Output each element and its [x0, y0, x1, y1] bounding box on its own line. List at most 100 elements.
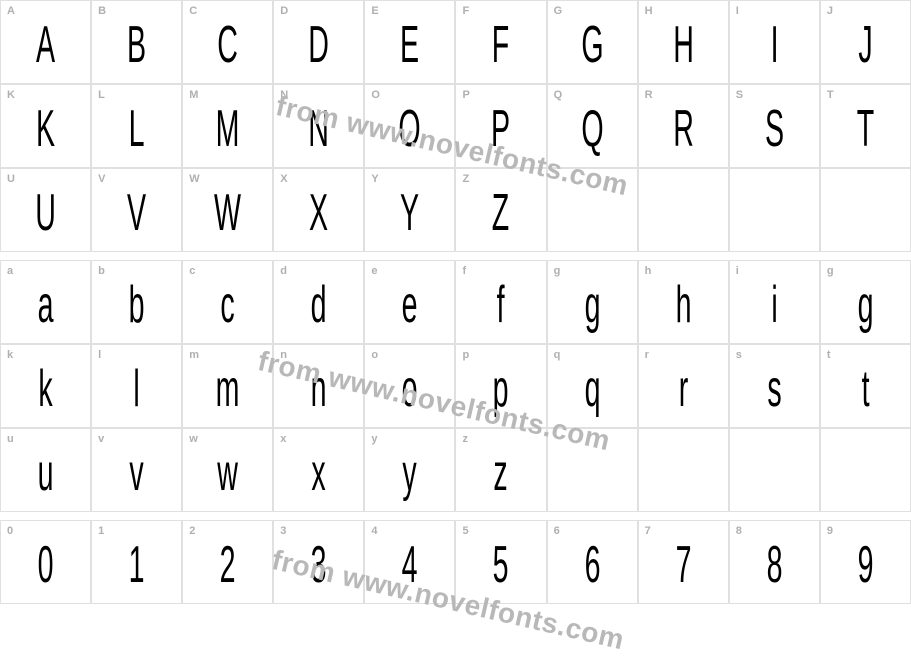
glyph-character: a — [21, 279, 70, 331]
glyph-cell: 55 — [455, 520, 546, 604]
glyph-cell: 44 — [364, 520, 455, 604]
glyph-label: U — [7, 173, 15, 185]
glyph-cell: gg — [820, 260, 911, 344]
glyph-cell: 88 — [729, 520, 820, 604]
glyph-label: n — [280, 349, 287, 361]
glyph-label: 0 — [7, 525, 13, 537]
glyph-label: q — [554, 349, 561, 361]
glyph-label: 6 — [554, 525, 560, 537]
glyph-cell: yy — [364, 428, 455, 512]
glyph-cell — [820, 428, 911, 512]
glyph-character: 8 — [750, 539, 799, 591]
glyph-cell: bb — [91, 260, 182, 344]
glyph-character: v — [112, 447, 161, 499]
glyph-character: L — [112, 103, 161, 155]
glyph-cell — [820, 168, 911, 252]
glyph-label: x — [280, 433, 286, 445]
glyph-cell: oo — [364, 344, 455, 428]
glyph-character: P — [477, 103, 526, 155]
glyph-label: 4 — [371, 525, 377, 537]
glyph-character: H — [659, 19, 708, 71]
glyph-cell: ff — [455, 260, 546, 344]
section-digits: 00112233445566778899 — [0, 520, 911, 604]
glyph-label: T — [827, 89, 834, 101]
glyph-character: c — [203, 279, 252, 331]
glyph-character: h — [659, 279, 708, 331]
glyph-cell: YY — [364, 168, 455, 252]
glyph-character: l — [112, 363, 161, 415]
glyph-cell: 22 — [182, 520, 273, 604]
glyph-label: o — [371, 349, 378, 361]
glyph-label: c — [189, 265, 195, 277]
glyph-character: X — [294, 187, 343, 239]
glyph-label: 9 — [827, 525, 833, 537]
glyph-character: F — [477, 19, 526, 71]
glyph-cell: qq — [547, 344, 638, 428]
glyph-cell: xx — [273, 428, 364, 512]
glyph-label: A — [7, 5, 15, 17]
glyph-cell: hh — [638, 260, 729, 344]
glyph-character: p — [477, 363, 526, 415]
glyph-label: Y — [371, 173, 378, 185]
glyph-label: S — [736, 89, 743, 101]
glyph-label: O — [371, 89, 380, 101]
glyph-character: k — [21, 363, 70, 415]
section-lowercase: aabbccddeeffgghhiiggkkllmmnnooppqqrrsstt… — [0, 260, 911, 512]
glyph-cell: zz — [455, 428, 546, 512]
glyph-label: y — [371, 433, 377, 445]
glyph-character: 0 — [21, 539, 70, 591]
glyph-character: q — [568, 363, 617, 415]
glyph-cell: ii — [729, 260, 820, 344]
glyph-cell — [638, 428, 729, 512]
glyph-cell: OO — [364, 84, 455, 168]
glyph-label: 7 — [645, 525, 651, 537]
glyph-label: d — [280, 265, 287, 277]
glyph-character: u — [21, 447, 70, 499]
glyph-character: n — [294, 363, 343, 415]
glyph-row: KKLLMMNNOOPPQQRRSSTT — [0, 84, 911, 168]
glyph-cell: HH — [638, 0, 729, 84]
glyph-cell: kk — [0, 344, 91, 428]
glyph-cell: SS — [729, 84, 820, 168]
glyph-cell: pp — [455, 344, 546, 428]
glyph-cell: DD — [273, 0, 364, 84]
glyph-character: 5 — [477, 539, 526, 591]
glyph-label: X — [280, 173, 287, 185]
glyph-label: p — [462, 349, 469, 361]
glyph-cell: PP — [455, 84, 546, 168]
glyph-cell: XX — [273, 168, 364, 252]
glyph-character: 7 — [659, 539, 708, 591]
glyph-cell: NN — [273, 84, 364, 168]
glyph-label: R — [645, 89, 653, 101]
glyph-cell — [729, 428, 820, 512]
glyph-character: W — [203, 187, 252, 239]
glyph-cell: tt — [820, 344, 911, 428]
glyph-character: O — [385, 103, 434, 155]
glyph-label: e — [371, 265, 377, 277]
glyph-cell: 66 — [547, 520, 638, 604]
glyph-label: f — [462, 265, 466, 277]
glyph-character: N — [294, 103, 343, 155]
glyph-label: l — [98, 349, 101, 361]
glyph-label: m — [189, 349, 199, 361]
glyph-cell: TT — [820, 84, 911, 168]
glyph-label: H — [645, 5, 653, 17]
glyph-label: i — [736, 265, 739, 277]
glyph-character: 6 — [568, 539, 617, 591]
glyph-label: D — [280, 5, 288, 17]
glyph-label: a — [7, 265, 13, 277]
glyph-character: i — [750, 279, 799, 331]
glyph-cell: 33 — [273, 520, 364, 604]
glyph-label: z — [462, 433, 468, 445]
glyph-cell: gg — [547, 260, 638, 344]
glyph-label: Z — [462, 173, 469, 185]
glyph-character: b — [112, 279, 161, 331]
glyph-cell — [547, 428, 638, 512]
glyph-cell: FF — [455, 0, 546, 84]
section-spacer — [0, 512, 911, 520]
glyph-character: 4 — [385, 539, 434, 591]
glyph-cell: VV — [91, 168, 182, 252]
glyph-label: k — [7, 349, 13, 361]
glyph-label: B — [98, 5, 106, 17]
glyph-character: E — [385, 19, 434, 71]
